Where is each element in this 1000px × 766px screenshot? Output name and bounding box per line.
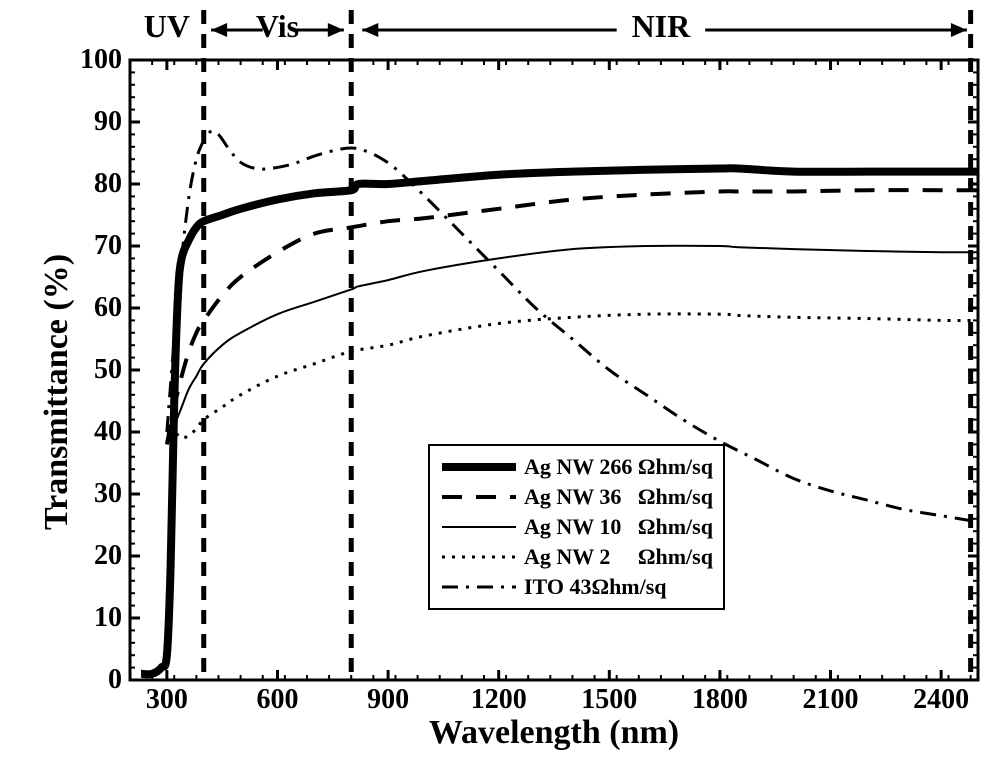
series-line (167, 314, 978, 438)
region-label: NIR (621, 8, 701, 45)
y-tick-label: 80 (94, 168, 122, 200)
region-arrow-head (211, 23, 227, 37)
legend-label: ITO 43Ωhm/sq (524, 574, 667, 600)
legend-row: ITO 43Ωhm/sq (440, 572, 713, 602)
y-tick-label: 50 (94, 354, 122, 386)
x-tick-label: 1200 (469, 684, 529, 716)
x-tick-label: 600 (247, 684, 307, 716)
y-tick-label: 90 (94, 106, 122, 138)
legend-swatch (440, 545, 518, 569)
x-tick-label: 2100 (801, 684, 861, 716)
region-label: Vis (237, 8, 317, 45)
x-tick-label: 300 (137, 684, 197, 716)
chart-svg (0, 0, 1000, 766)
transmittance-chart: 300 600 900 1200 1500 1800 2100 2400 0 10 20 30 40 50… (0, 0, 1000, 766)
region-label: UV (127, 8, 207, 45)
legend-label: Ag NW 2 Ωhm/sq (524, 544, 713, 570)
series-line (167, 190, 978, 444)
region-arrow-head (362, 23, 378, 37)
y-tick-label: 30 (94, 478, 122, 510)
y-tick-label: 40 (94, 416, 122, 448)
legend-row: Ag NW 36 Ωhm/sq (440, 482, 713, 512)
y-tick-label: 100 (80, 44, 122, 76)
x-axis-label: Wavelength (nm) (404, 714, 704, 752)
legend-row: Ag NW 2 Ωhm/sq (440, 542, 713, 572)
series-line (167, 246, 978, 445)
legend-row: Ag NW 10 Ωhm/sq (440, 512, 713, 542)
y-tick-label: 60 (94, 292, 122, 324)
legend-label: Ag NW 266 Ωhm/sq (524, 454, 713, 480)
legend-label: Ag NW 36 Ωhm/sq (524, 484, 713, 510)
legend-swatch (440, 575, 518, 599)
legend-swatch (440, 485, 518, 509)
y-tick-label: 10 (94, 602, 122, 634)
legend-row: Ag NW 266 Ωhm/sq (440, 452, 713, 482)
y-axis-label: Transmittance (%) (38, 254, 76, 530)
region-arrow-head (951, 23, 967, 37)
legend-swatch (440, 455, 518, 479)
x-tick-label: 1800 (690, 684, 750, 716)
legend-label: Ag NW 10 Ωhm/sq (524, 514, 713, 540)
y-tick-label: 70 (94, 230, 122, 262)
region-arrow-head (328, 23, 344, 37)
x-tick-label: 900 (358, 684, 418, 716)
legend-swatch (440, 515, 518, 539)
x-tick-label: 2400 (911, 684, 971, 716)
y-tick-label: 20 (94, 540, 122, 572)
legend: Ag NW 266 Ωhm/sq Ag NW 36 Ωhm/sq Ag NW 10 … (428, 444, 725, 610)
x-tick-label: 1500 (579, 684, 639, 716)
y-tick-label: 0 (108, 664, 122, 696)
